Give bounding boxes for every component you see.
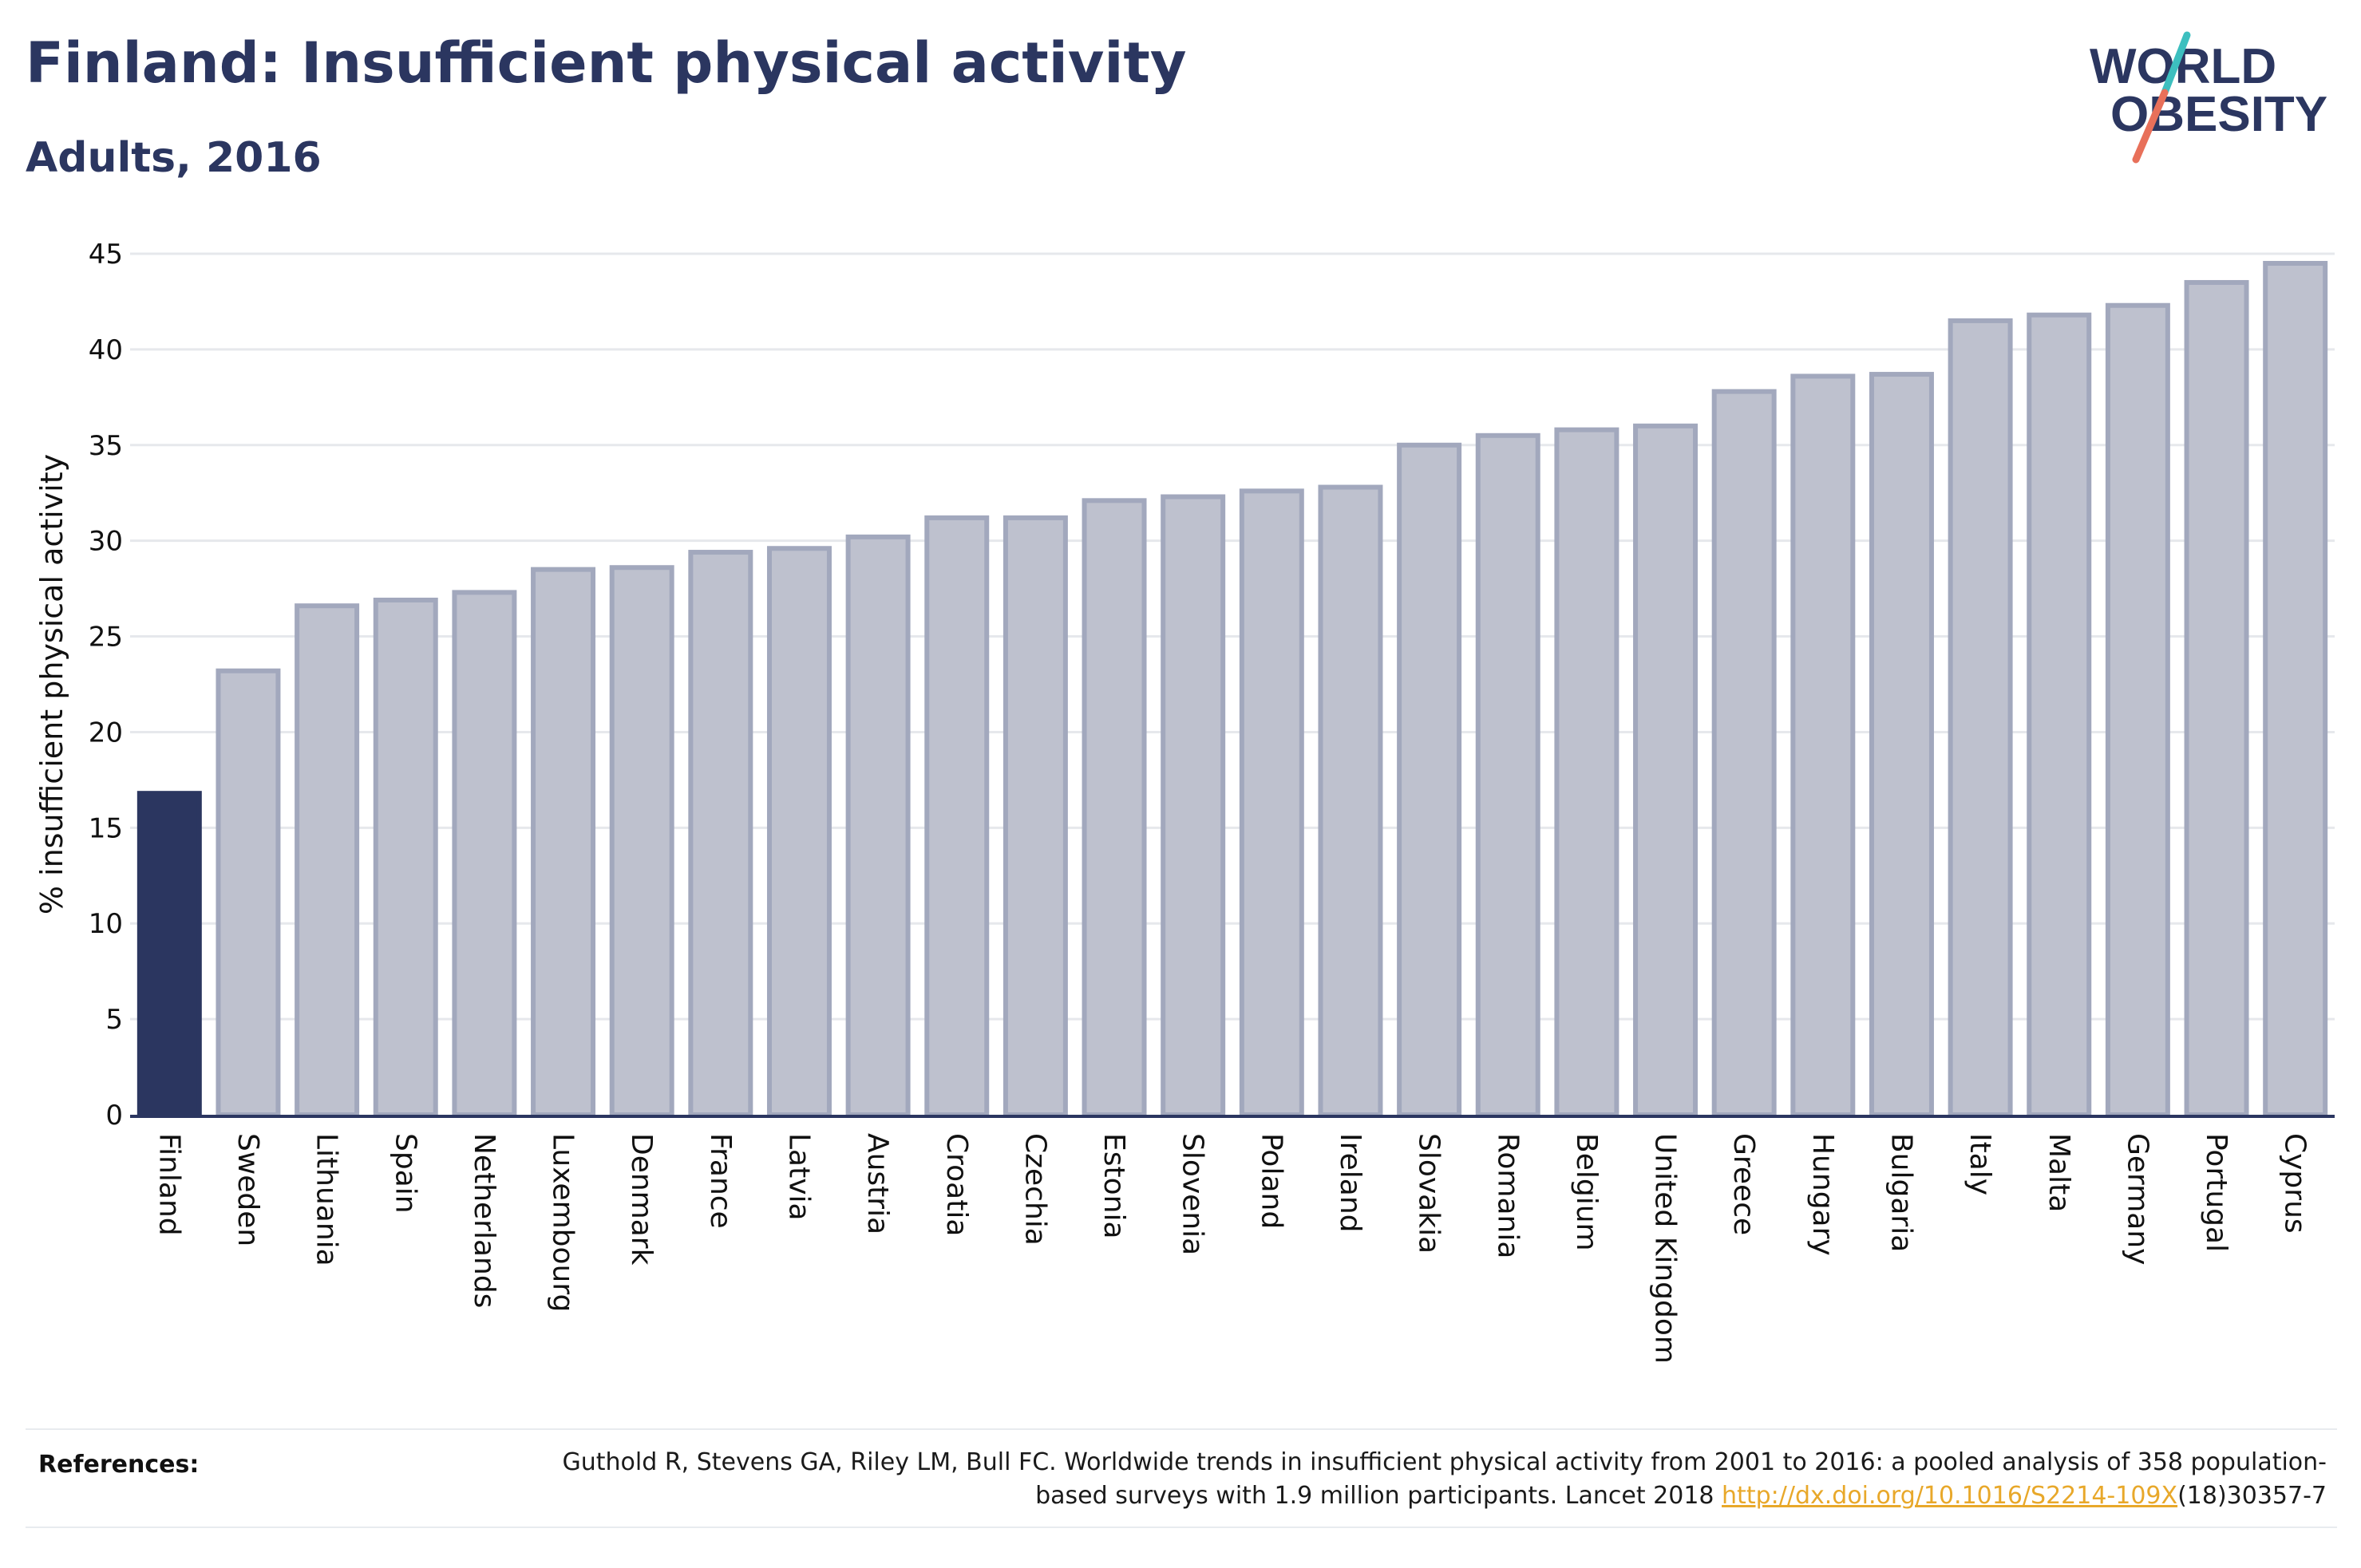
references-divider-top (26, 1428, 2337, 1430)
bar-france (688, 550, 753, 1117)
y-tick-label: 20 (89, 717, 123, 748)
reference-citation: Guthold R, Stevens GA, Riley LM, Bull FC… (562, 1448, 2327, 1510)
y-tick-label: 5 (105, 1004, 123, 1036)
x-tick-label: Denmark (625, 1133, 658, 1266)
x-tick-label: Germany (2121, 1133, 2153, 1265)
x-tick-label: Spain (389, 1133, 421, 1214)
x-tick-label: Netherlands (468, 1133, 500, 1308)
logo-slash-coral (2132, 89, 2169, 164)
bars (136, 260, 2328, 1117)
y-tick-label: 15 (89, 812, 123, 844)
bar-malta (2027, 312, 2092, 1117)
x-axis-ticks: Finland Sweden Lithuania Spain Netherlands Lu… (152, 1133, 2311, 1364)
x-tick-label: Slovakia (1413, 1133, 1445, 1254)
chart-title: Finland: Insufficient physical activity (26, 30, 1187, 96)
x-tick-label: Malta (2043, 1133, 2075, 1212)
y-tick-label: 35 (89, 430, 123, 462)
x-tick-label: Portugal (2200, 1133, 2232, 1252)
bar-italy (1948, 318, 2013, 1117)
x-tick-label: United Kingdom (1649, 1133, 1682, 1364)
x-tick-label: Ireland (1334, 1133, 1366, 1233)
x-tick-label: Czechia (1018, 1133, 1051, 1246)
x-tick-label: Slovenia (1177, 1133, 1209, 1255)
bar-estonia (1082, 498, 1147, 1117)
x-tick-label: Lithuania (310, 1133, 343, 1266)
x-tick-label: Latvia (782, 1133, 815, 1221)
bar-austria (845, 534, 911, 1117)
x-tick-label: Belgium (1570, 1133, 1603, 1251)
bar-slovenia (1161, 494, 1226, 1117)
x-tick-label: Austria (861, 1133, 894, 1234)
bar-chart: 0 5 10 15 20 25 30 35 40 45 Finland Sweden Lithuani… (34, 239, 2335, 1364)
bar-belgium (1554, 427, 1619, 1117)
x-tick-label: Poland (1255, 1133, 1287, 1229)
y-tick-label: 25 (89, 622, 123, 654)
x-tick-label: Croatia (940, 1133, 973, 1236)
y-tick-label: 0 (105, 1100, 123, 1132)
bar-hungary (1790, 373, 1856, 1117)
bar-luxembourg (531, 567, 596, 1117)
bar-bulgaria (1869, 372, 1934, 1117)
bar-netherlands (452, 590, 517, 1117)
bar-croatia (924, 515, 990, 1117)
references-text: Guthold R, Stevens GA, Riley LM, Bull FC… (491, 1446, 2327, 1513)
x-tick-label: France (704, 1133, 737, 1229)
bar-latvia (766, 546, 832, 1117)
y-tick-label: 40 (89, 334, 123, 366)
y-axis-ticks: 0 5 10 15 20 25 30 35 40 45 (89, 239, 123, 1132)
x-tick-label: Romania (1491, 1133, 1524, 1258)
bar-ireland (1318, 484, 1383, 1117)
x-tick-label: Italy (1964, 1133, 1996, 1195)
x-tick-label: Bulgaria (1884, 1133, 1917, 1252)
bar-germany (2105, 302, 2170, 1117)
y-tick-label: 45 (89, 239, 123, 271)
bar-czechia (1003, 515, 1068, 1117)
bar-romania (1475, 432, 1540, 1117)
bar-denmark (609, 565, 674, 1117)
y-tick-label: 30 (89, 526, 123, 558)
x-tick-label: Cyprus (2279, 1133, 2312, 1234)
bar-portugal (2184, 279, 2249, 1117)
bar-spain (373, 597, 438, 1117)
x-tick-label: Luxembourg (547, 1133, 579, 1312)
bar-slovakia (1397, 442, 1462, 1117)
x-tick-label: Sweden (231, 1133, 264, 1246)
y-tick-label: 10 (89, 908, 123, 940)
reference-doi-link[interactable]: http://dx.doi.org/10.1016/S2214-109X (1722, 1482, 2178, 1510)
bar-poland (1239, 488, 1304, 1117)
bar-sweden (216, 668, 281, 1117)
x-tick-label: Hungary (1806, 1133, 1839, 1256)
chart-subtitle: Adults, 2016 (26, 134, 322, 182)
bar-cyprus (2263, 260, 2328, 1117)
bar-greece (1711, 389, 1777, 1117)
bar-united-kingdom (1633, 423, 1699, 1117)
bar-finland (136, 791, 202, 1117)
x-tick-label: Finland (152, 1133, 185, 1236)
reference-citation-suffix: (18)30357-7 (2177, 1482, 2327, 1510)
references-divider-bottom (26, 1527, 2337, 1528)
bar-lithuania (295, 603, 360, 1117)
y-axis-label: % insufficient physical activity (34, 454, 69, 914)
world-obesity-logo: WORLD OBESITY (2090, 31, 2327, 164)
x-tick-label: Estonia (1097, 1133, 1130, 1239)
references-label: References: (38, 1451, 200, 1479)
x-tick-label: Greece (1727, 1133, 1760, 1235)
logo-slash-teal (2161, 31, 2191, 97)
